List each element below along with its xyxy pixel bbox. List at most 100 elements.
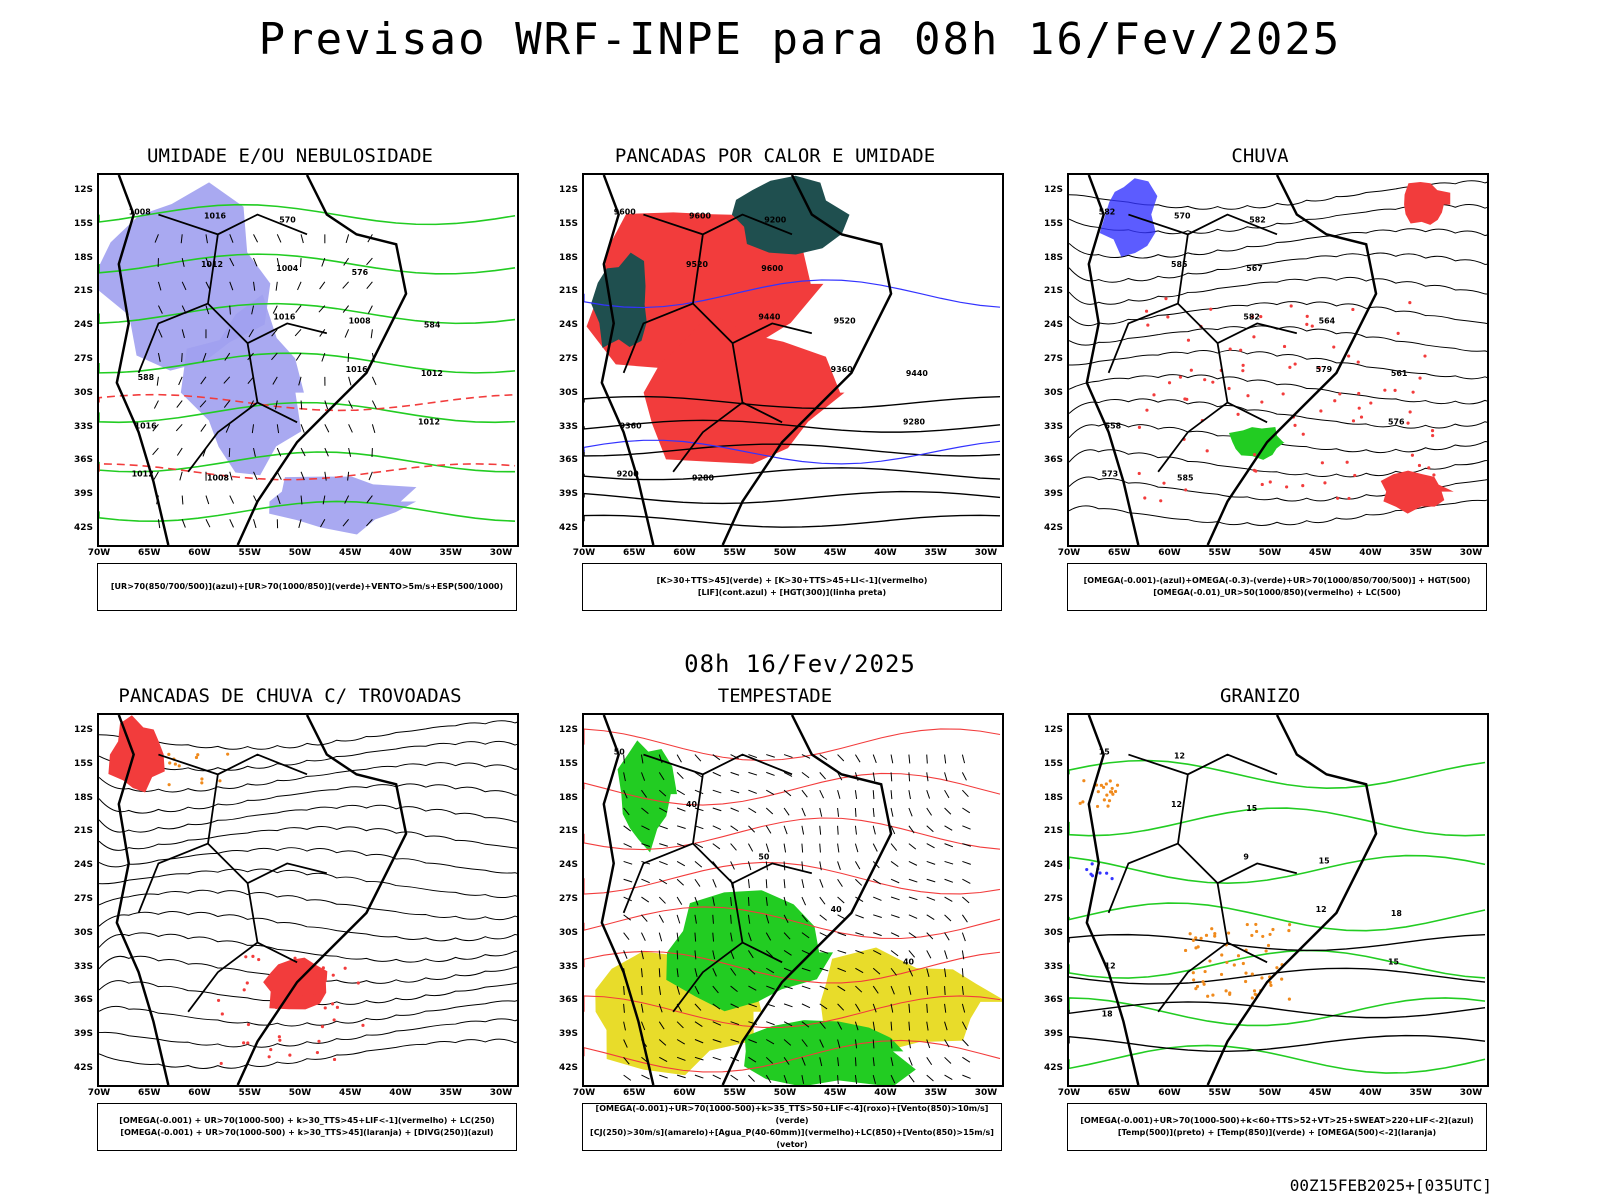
wind-vector xyxy=(371,400,377,409)
wind-vector xyxy=(676,1074,686,1079)
streamline xyxy=(99,889,517,921)
wind-vector xyxy=(253,447,256,457)
thickness-red-dashed xyxy=(99,393,516,412)
wind-vector xyxy=(272,305,278,314)
contour-label: 9200 xyxy=(764,215,787,224)
lat-tick-label: 21S xyxy=(1043,286,1063,297)
hail-blue-dots xyxy=(1089,872,1093,876)
hail-blue-dots xyxy=(1105,871,1109,875)
hgt300-contour xyxy=(584,490,1001,505)
contour-label: 18 xyxy=(1391,909,1403,918)
thunder-orange-dots xyxy=(177,764,181,768)
lon-tick-label: 45W xyxy=(1309,1088,1332,1098)
humidity-green-contour xyxy=(99,302,516,325)
wind-vector xyxy=(908,1021,911,1031)
streamline xyxy=(1069,374,1487,405)
lat-tick-label: 27S xyxy=(73,354,93,364)
lif-blue-contour xyxy=(584,279,1001,309)
wind-vector xyxy=(748,807,757,814)
wind-vector xyxy=(944,968,947,978)
map-canvas: 15 12 9 12 15 18 12 15 15 18 12 xyxy=(1069,715,1486,1085)
wind-vector xyxy=(783,950,792,956)
lon-tick-label: 55W xyxy=(238,548,261,558)
wind-vector xyxy=(962,843,972,847)
wind-vector xyxy=(908,1057,913,1066)
rain-red-dots xyxy=(1353,473,1357,478)
wind-vector xyxy=(855,985,863,993)
streamline xyxy=(99,740,517,772)
legend-box: [OMEGA(-0.001)+UR>70(1000-500)+k>35_TTS>… xyxy=(582,1103,1002,1151)
rain-red-dots xyxy=(1369,401,1373,405)
wind-vector xyxy=(801,789,808,798)
rain-red-dots xyxy=(1323,481,1327,485)
lat-tick-label: 30S xyxy=(73,387,93,398)
wind-vector xyxy=(748,950,754,959)
wind-vector xyxy=(908,843,917,850)
wind-vector xyxy=(908,1003,911,1013)
contour-label: 9600 xyxy=(614,208,637,217)
thunder-red-dots xyxy=(306,964,310,969)
wind-vector xyxy=(908,968,914,977)
wind-vector xyxy=(765,807,774,815)
legend-line: [UR>70(850/700/500)](azul)+[UR>70(1000/8… xyxy=(110,582,504,591)
panel-trovoadas: PANCADAS DE CHUVA C/ TROVOADAS 12S 15S 18S 2… xyxy=(55,685,525,1155)
omega500-orange-dots xyxy=(1099,783,1103,787)
rain-red-dots xyxy=(1253,452,1257,457)
omega500-orange-dots xyxy=(1109,790,1114,794)
thunder-red-dots xyxy=(271,989,275,993)
lat-tick-label: 39S xyxy=(73,489,93,500)
legend-line: [CJ(250)>30m/s](amarelo)+[Agua_P(40-60mm… xyxy=(590,1128,994,1149)
wind-vector xyxy=(321,352,326,362)
wind-vector xyxy=(658,896,666,904)
wind-vector xyxy=(712,771,722,777)
contour-label: 9520 xyxy=(834,316,857,325)
wind-vector xyxy=(658,914,664,923)
wind-vector xyxy=(801,1021,810,1028)
thunder-red-dots xyxy=(267,1055,271,1059)
wind-vector xyxy=(205,234,208,244)
omega500-orange-dots xyxy=(1196,945,1200,949)
wind850-green-area xyxy=(666,890,834,1012)
humidity-blue-area xyxy=(269,476,417,535)
wind-vector xyxy=(658,985,662,995)
rain-red-dots xyxy=(1345,460,1349,464)
rain-red-dots xyxy=(1164,297,1168,301)
wind-vector xyxy=(837,878,843,887)
wind-vector xyxy=(641,932,646,941)
streamline xyxy=(1069,422,1487,454)
wind-vector xyxy=(944,825,953,831)
wind-vector xyxy=(623,986,625,996)
rain-red-dots xyxy=(1205,449,1209,453)
thickness-red-dashed xyxy=(99,463,516,481)
wind-vector xyxy=(819,754,828,761)
wind-vector xyxy=(908,1039,911,1049)
wind-vector xyxy=(623,950,628,959)
wind-vector xyxy=(712,950,716,960)
wind-vector xyxy=(623,1039,628,1048)
wind-vector xyxy=(801,950,811,955)
wind-vector xyxy=(748,985,757,991)
rain-red-dots xyxy=(1183,397,1187,401)
wind-vector xyxy=(641,789,648,798)
wind-vector xyxy=(641,825,650,831)
lon-tick-label: 65W xyxy=(623,548,646,558)
wind-vector xyxy=(962,860,971,865)
wind-vector xyxy=(248,329,254,338)
lat-tick-label: 42S xyxy=(73,1063,93,1073)
wind-vector xyxy=(730,807,740,812)
rain-red-dots xyxy=(1145,408,1149,412)
wind-vector xyxy=(730,843,737,851)
lat-tick-label: 15S xyxy=(73,218,93,229)
thunder-orange-dots xyxy=(168,761,172,765)
omega500-orange-dots xyxy=(1188,932,1192,936)
wind-vector xyxy=(766,967,775,974)
wind-vector xyxy=(837,861,841,870)
rain-red-area xyxy=(1380,470,1454,514)
lat-tick-label: 39S xyxy=(558,1029,578,1040)
wind-vector xyxy=(872,754,877,764)
lon-tick-label: 45W xyxy=(339,548,362,558)
wind-vector xyxy=(659,1056,668,1062)
wind-vector xyxy=(747,896,750,906)
wind-vector xyxy=(890,1021,893,1031)
rain-red-area xyxy=(1404,182,1451,225)
